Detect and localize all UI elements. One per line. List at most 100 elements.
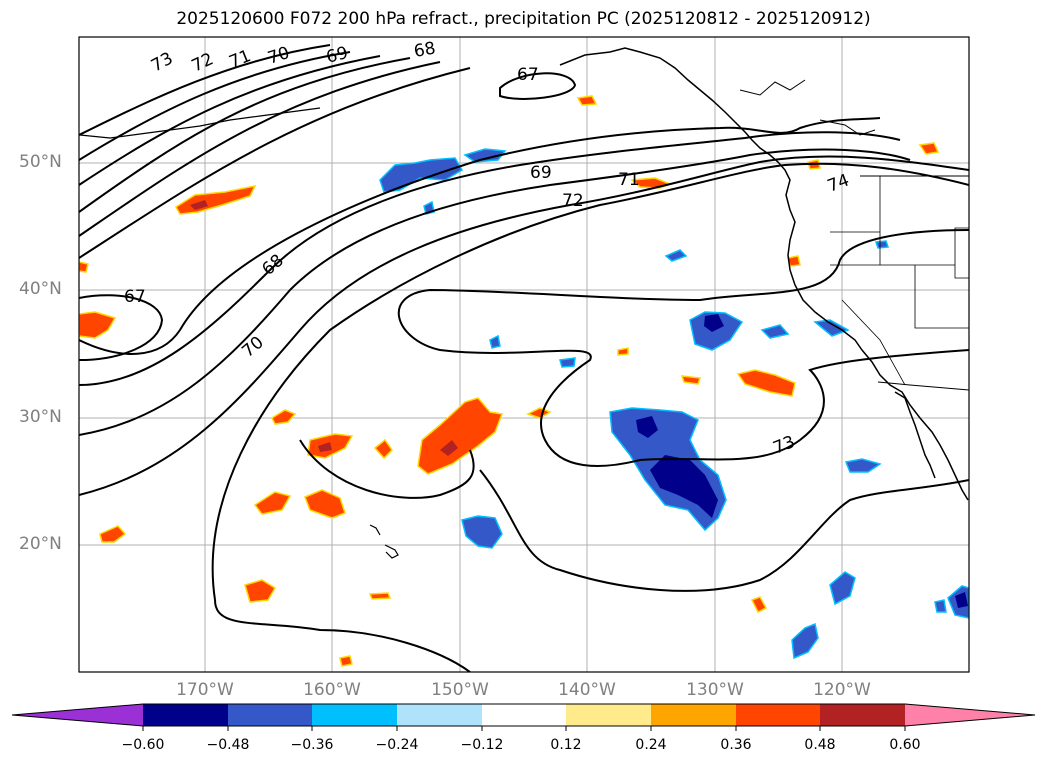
colorbar-label: 0.60 (889, 737, 921, 753)
contour-label: 67 (517, 65, 539, 85)
contour-69 (79, 61, 441, 237)
colorbar-label: −0.12 (460, 737, 504, 753)
state-border (841, 299, 906, 386)
contour-69-main (79, 131, 901, 386)
contour-71 (79, 55, 381, 186)
precip-core (955, 592, 968, 608)
precip-blob (680, 375, 702, 385)
precip-blob (79, 261, 89, 273)
precip-blob (489, 334, 501, 349)
precip-blob (576, 95, 598, 106)
precip-blob (253, 491, 292, 515)
colorbar-label: 0.12 (550, 737, 582, 753)
precip-blob (244, 579, 277, 603)
colorbar (11, 703, 1036, 731)
lon-label-160w: 160°W (303, 680, 361, 700)
colorbar-ticks (142, 726, 906, 731)
precip-blob (934, 599, 947, 613)
lon-label-130w: 130°W (686, 680, 744, 700)
precip-dark-blue (636, 314, 968, 608)
canadian-coast-islands (819, 119, 876, 136)
precip-blob (617, 347, 629, 356)
lat-label-30n: 30°N (19, 407, 62, 427)
colorbar-extend-left (12, 704, 143, 726)
canadian-coast-islands (739, 79, 806, 96)
state-border (914, 265, 969, 329)
precip-blob (339, 655, 353, 667)
contour-label: 72 (562, 191, 584, 211)
contour-74-south (479, 469, 969, 592)
precip-blob (304, 489, 346, 519)
precip-blob (271, 409, 297, 425)
contour-label: 67 (124, 287, 146, 307)
contour-label: 69 (530, 163, 552, 183)
precip-blob (736, 369, 796, 397)
precip-core (318, 442, 332, 452)
colorbar-label: −0.36 (290, 737, 334, 753)
plot-frame (78, 36, 970, 673)
precip-core (190, 200, 208, 210)
lon-label-120w: 120°W (813, 680, 871, 700)
precip-blob (79, 311, 117, 339)
contour-label: 68 (412, 38, 437, 61)
contour-68 (79, 67, 471, 259)
precip-blob (379, 157, 464, 193)
map-title: 2025120600 F072 200 hPa refract., precip… (176, 9, 871, 29)
contour-72-main (211, 162, 969, 601)
precip-core (636, 416, 658, 438)
lon-label-140w: 140°W (558, 680, 616, 700)
lat-label-50n: 50°N (19, 152, 62, 172)
precip-core (650, 455, 718, 518)
plot-area (79, 37, 969, 672)
contour-70 (79, 57, 411, 213)
colorbar-label: −0.24 (375, 737, 419, 753)
precip-blob (526, 407, 552, 419)
precip-blob (750, 596, 768, 614)
colorbar-segment (736, 704, 820, 726)
contour-72 (79, 51, 351, 161)
precip-blob (829, 571, 856, 606)
colorbar-segment (482, 704, 566, 726)
contour-71-main (79, 155, 969, 496)
precip-blob (874, 240, 890, 249)
us-mexico-border (877, 381, 969, 391)
lon-label-170w: 170°W (176, 680, 234, 700)
colorbar-label: 0.48 (804, 737, 836, 753)
precip-blob (664, 249, 688, 262)
precip-blob (368, 592, 392, 600)
precip-blob (813, 319, 850, 337)
colorbar-label: −0.48 (206, 737, 250, 753)
colorbar-segment (651, 704, 736, 726)
precip-blob (791, 622, 819, 660)
north-america-coast (559, 47, 969, 501)
precip-blob (918, 142, 940, 155)
lon-label-150w: 150°W (431, 680, 489, 700)
contour-73-inner (299, 439, 475, 499)
precip-blob (99, 525, 127, 543)
contour-67-west (79, 294, 164, 361)
lat-label-40n: 40°N (19, 279, 62, 299)
precip-dark-red (190, 200, 458, 456)
hawaiian-islands (369, 524, 399, 559)
precip-core (704, 314, 724, 332)
colorbar-label: −0.60 (121, 737, 165, 753)
colorbar-segment (228, 704, 312, 726)
colorbar-segment (820, 704, 905, 726)
lat-label-20n: 20°N (19, 534, 62, 554)
contour-72-south (214, 599, 471, 672)
precip-blob (373, 438, 393, 460)
contour-70-main (79, 148, 911, 436)
state-border (954, 227, 969, 279)
precip-positive (79, 95, 940, 667)
colorbar-label: 0.24 (635, 737, 667, 753)
contour-label: 71 (618, 170, 640, 190)
colorbar-segment (143, 704, 228, 726)
precip-blob (689, 311, 744, 351)
colorbar-segment (397, 704, 482, 726)
refractivity-contours (79, 44, 969, 672)
colorbar-segment (566, 704, 651, 726)
precip-blob (559, 357, 576, 368)
precip-blob (417, 397, 504, 475)
contour-68-main (79, 117, 881, 355)
